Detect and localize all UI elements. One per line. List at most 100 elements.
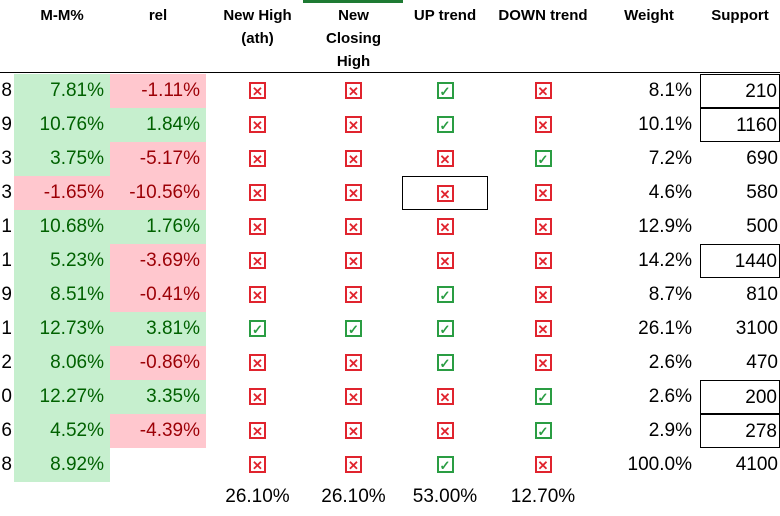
new-closing-high-cell[interactable]: ✕ [305,108,402,142]
new-high-cell[interactable]: ✕ [210,380,305,414]
up-trend-cell[interactable]: ✓ [402,448,488,482]
row-leading-digit[interactable]: 8 [1,80,12,101]
mm-percent-cell[interactable]: 12.27% [14,380,110,414]
header-new-high[interactable]: New High (ath) [223,7,292,47]
new-high-cell[interactable]: ✕ [210,108,305,142]
support-cell[interactable]: 470 [746,352,778,373]
down-trend-cell[interactable]: ✕ [488,74,598,108]
down-trend-cell[interactable]: ✕ [488,448,598,482]
up-trend-cell[interactable]: ✓ [402,346,488,380]
up-trend-cell[interactable]: ✕ [402,414,488,448]
rel-cell[interactable]: -5.17% [110,142,206,176]
mm-percent-cell[interactable]: 5.23% [14,244,110,278]
rel-cell[interactable]: -0.86% [110,346,206,380]
header-up-trend[interactable]: UP trend [413,7,477,24]
new-high-cell[interactable]: ✕ [210,448,305,482]
up-trend-cell[interactable]: ✕ [402,244,488,278]
down-trend-cell[interactable]: ✕ [488,278,598,312]
up-trend-cell[interactable]: ✓ [402,312,488,346]
new-closing-high-cell[interactable]: ✕ [305,278,402,312]
weight-cell[interactable]: 4.6% [648,182,692,203]
rel-cell[interactable]: -10.56% [110,176,206,210]
support-cell[interactable]: 690 [746,148,778,169]
row-leading-digit[interactable]: 8 [1,454,12,475]
weight-cell[interactable]: 10.1% [638,114,692,135]
down-trend-cell[interactable]: ✕ [488,176,598,210]
rel-cell[interactable]: 3.35% [110,380,206,414]
total-new-closing-high[interactable]: 26.10% [321,486,386,507]
weight-cell[interactable]: 2.9% [648,420,692,441]
new-high-cell[interactable]: ✕ [210,346,305,380]
row-leading-digit[interactable]: 3 [1,182,12,203]
new-closing-high-cell[interactable]: ✓ [305,312,402,346]
total-down-trend[interactable]: 12.70% [510,486,576,507]
new-high-cell[interactable]: ✓ [210,312,305,346]
new-high-cell[interactable]: ✕ [210,210,305,244]
new-closing-high-cell[interactable]: ✕ [305,210,402,244]
weight-cell[interactable]: 2.6% [648,386,692,407]
header-down-trend[interactable]: DOWN trend [498,7,588,24]
up-trend-cell[interactable]: ✕ [402,210,488,244]
weight-cell[interactable]: 100.0% [627,454,692,475]
up-trend-cell[interactable]: ✓ [402,108,488,142]
new-closing-high-cell[interactable]: ✕ [305,380,402,414]
support-cell[interactable]: 3100 [735,318,778,339]
up-trend-cell[interactable]: ✕ [402,142,488,176]
support-cell[interactable]: 4100 [735,454,778,475]
header-support[interactable]: Support [711,7,769,24]
support-cell[interactable]: 210 [700,74,780,108]
weight-cell[interactable]: 2.6% [648,352,692,373]
support-cell[interactable]: 580 [746,182,778,203]
mm-percent-cell[interactable]: 10.68% [14,210,110,244]
mm-percent-cell[interactable]: 8.06% [14,346,110,380]
support-cell[interactable]: 1160 [700,108,780,142]
rel-cell[interactable]: 1.76% [110,210,206,244]
row-leading-digit[interactable]: 1 [1,318,12,339]
new-closing-high-cell[interactable]: ✕ [305,448,402,482]
rel-cell[interactable]: 3.81% [110,312,206,346]
up-trend-cell[interactable]: ✕ [402,176,488,210]
support-cell[interactable]: 810 [746,284,778,305]
row-leading-digit[interactable]: 2 [1,352,12,373]
up-trend-cell[interactable]: ✓ [402,278,488,312]
new-high-cell[interactable]: ✕ [210,414,305,448]
mm-percent-cell[interactable]: 10.76% [14,108,110,142]
up-trend-cell[interactable]: ✓ [402,74,488,108]
header-rel[interactable]: rel [148,7,168,24]
row-leading-digit[interactable]: 9 [1,284,12,305]
mm-percent-cell[interactable]: 12.73% [14,312,110,346]
new-closing-high-cell[interactable]: ✕ [305,414,402,448]
weight-cell[interactable]: 7.2% [648,148,692,169]
weight-cell[interactable]: 12.9% [638,216,692,237]
new-closing-high-cell[interactable]: ✕ [305,244,402,278]
row-leading-digit[interactable]: 3 [1,148,12,169]
weight-cell[interactable]: 14.2% [638,250,692,271]
total-up-trend[interactable]: 53.00% [412,486,478,507]
row-leading-digit[interactable]: 0 [1,386,12,407]
support-cell[interactable]: 500 [746,216,778,237]
down-trend-cell[interactable]: ✕ [488,210,598,244]
row-leading-digit[interactable]: 1 [1,250,12,271]
new-closing-high-cell[interactable]: ✕ [305,176,402,210]
header-new-closing-high[interactable]: New Closing High [326,7,381,70]
up-trend-cell[interactable]: ✕ [402,380,488,414]
row-leading-digit[interactable]: 9 [1,114,12,135]
weight-cell[interactable]: 8.7% [648,284,692,305]
down-trend-cell[interactable]: ✓ [488,414,598,448]
new-high-cell[interactable]: ✕ [210,142,305,176]
new-closing-high-cell[interactable]: ✕ [305,346,402,380]
header-weight[interactable]: Weight [624,7,674,24]
weight-cell[interactable]: 26.1% [638,318,692,339]
support-cell[interactable]: 1440 [700,244,780,278]
mm-percent-cell[interactable]: 3.75% [14,142,110,176]
down-trend-cell[interactable]: ✕ [488,346,598,380]
rel-cell[interactable] [110,448,206,482]
new-high-cell[interactable]: ✕ [210,244,305,278]
down-trend-cell[interactable]: ✕ [488,312,598,346]
down-trend-cell[interactable]: ✕ [488,108,598,142]
new-closing-high-cell[interactable]: ✕ [305,74,402,108]
rel-cell[interactable]: 1.84% [110,108,206,142]
row-leading-digit[interactable]: 6 [1,420,12,441]
rel-cell[interactable]: -4.39% [110,414,206,448]
mm-percent-cell[interactable]: 4.52% [14,414,110,448]
